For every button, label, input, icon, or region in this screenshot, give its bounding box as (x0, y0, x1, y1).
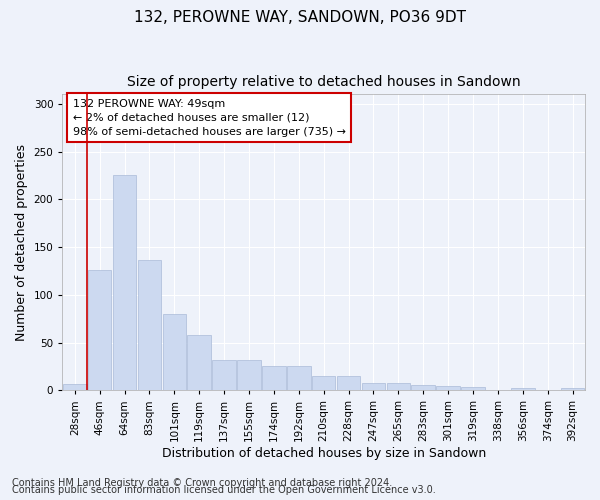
Bar (88, 270, 112, 390)
Bar (511, 388, 535, 390)
Bar (113, 174, 136, 390)
Bar (362, 382, 385, 390)
Bar (386, 382, 410, 390)
Bar (137, 260, 161, 390)
Text: Contains HM Land Registry data © Crown copyright and database right 2024.: Contains HM Land Registry data © Crown c… (12, 478, 392, 488)
Bar (63, 384, 86, 390)
Bar (461, 388, 485, 390)
Bar (312, 376, 335, 390)
Bar (337, 376, 361, 390)
Text: Contains public sector information licensed under the Open Government Licence v3: Contains public sector information licen… (12, 485, 436, 495)
Bar (262, 366, 286, 390)
Text: 132, PEROWNE WAY, SANDOWN, PO36 9DT: 132, PEROWNE WAY, SANDOWN, PO36 9DT (134, 10, 466, 25)
Bar (237, 360, 261, 390)
Text: 132 PEROWNE WAY: 49sqm
← 2% of detached houses are smaller (12)
98% of semi-deta: 132 PEROWNE WAY: 49sqm ← 2% of detached … (73, 99, 346, 137)
Bar (436, 386, 460, 390)
Bar (163, 314, 186, 390)
Bar (412, 384, 435, 390)
X-axis label: Distribution of detached houses by size in Sandown: Distribution of detached houses by size … (161, 447, 486, 460)
Y-axis label: Number of detached properties: Number of detached properties (15, 144, 28, 341)
Bar (212, 360, 236, 390)
Bar (287, 366, 311, 390)
Bar (187, 335, 211, 390)
Title: Size of property relative to detached houses in Sandown: Size of property relative to detached ho… (127, 75, 520, 89)
Bar (561, 388, 584, 390)
